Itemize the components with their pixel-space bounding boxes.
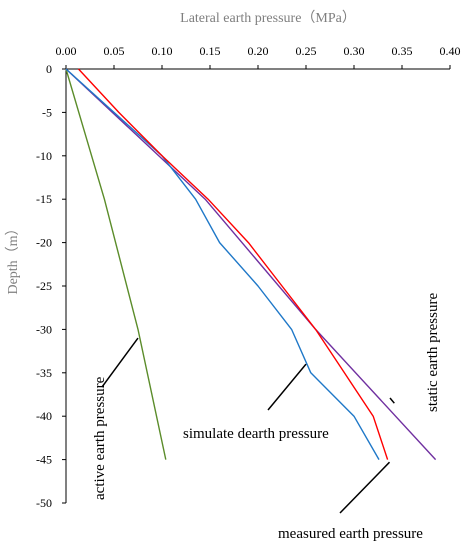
series-line-1 [65,68,437,461]
annotation-label-2: static earth pressure [425,293,441,412]
x-tick-label: 0.15 [200,44,221,58]
axes [62,65,451,504]
y-tick-label: -5 [42,105,52,119]
y-tick-label: -20 [36,236,52,250]
annotation-leader-1 [267,363,307,411]
y-tick-label: -15 [36,192,52,206]
series-line-2 [65,68,380,460]
y-tick-label: -10 [36,149,52,163]
x-tick-label: 0.25 [296,44,317,58]
y-tick-label: 0 [46,62,52,76]
series-line-3 [77,68,389,460]
series-lines [65,68,437,461]
y-tick-label: -45 [36,453,52,467]
annotation-leader-3 [339,461,391,514]
x-tick-label: 0.10 [152,44,173,58]
annotation-label-3: measured earth pressure [278,526,423,542]
annotation-label-1: simulate dearth pressure [183,426,329,442]
y-tick-label: -30 [36,322,52,336]
x-axis-title: Lateral earth pressure（MPa） [180,10,356,26]
tick-labels: 0.00 0.05 0.10 0.15 0.20 0.25 0.30 0.35 0.40 0 -5 -… [36,44,461,510]
annotation-leader-0 [101,337,139,388]
x-tick-label: 0.00 [56,44,77,58]
y-tick-label: -50 [36,496,52,510]
x-tick-label: 0.35 [392,44,413,58]
y-tick-label: -25 [36,279,52,293]
annotations: active earth pressure simulate dearth pre… [92,293,441,542]
y-tick-label: -40 [36,409,52,423]
x-tick-label: 0.20 [248,44,269,58]
series-line-0 [65,68,167,460]
x-tick-label: 0.05 [104,44,125,58]
annotation-leader-2 [389,397,395,404]
y-axis-title: Depth（m） [5,221,21,294]
x-tick-label: 0.40 [440,44,461,58]
x-tick-label: 0.30 [344,44,365,58]
y-tick-label: -35 [36,366,52,380]
annotation-label-0: active earth pressure [92,376,108,500]
